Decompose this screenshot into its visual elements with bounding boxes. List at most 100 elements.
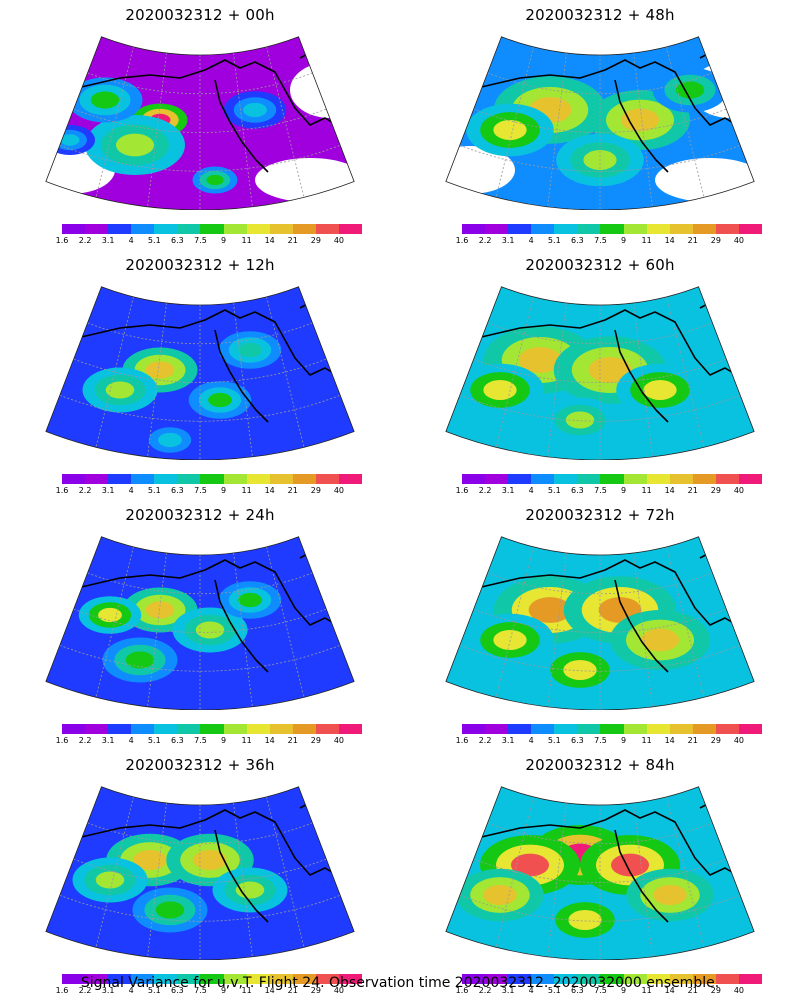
colorbar-label: 7.5 <box>594 486 607 495</box>
panel-title: 2020032312 + 36h <box>125 756 275 774</box>
colorbar-label: 3.1 <box>501 736 515 745</box>
colorbar-label: 29 <box>710 986 721 995</box>
colorbar-labels: 1.6 2.2 3.1 4 5.1 6.3 7.5 9 11 14 21 29 40 <box>56 486 362 496</box>
colorbar-label: 14 <box>264 236 275 245</box>
colorbar-swatch <box>646 474 670 484</box>
longitude-gridline <box>147 52 167 207</box>
colorbar-swatch <box>85 724 109 734</box>
colorbar-label: 4 <box>128 236 134 245</box>
colorbar-swatch <box>600 724 624 734</box>
colorbar-label: 21 <box>287 736 298 745</box>
colorbar-label: 40 <box>333 736 345 745</box>
colorbar-swatch <box>485 474 509 484</box>
latitude-gridline <box>87 572 313 595</box>
colorbar-swatch <box>600 974 624 984</box>
colorbar <box>62 474 363 484</box>
colorbar-label: 4 <box>528 236 534 245</box>
variance-contour <box>105 381 135 399</box>
colorbar-label: 5.1 <box>547 986 561 995</box>
colorbar <box>62 974 363 984</box>
latitude-gridline <box>459 644 741 672</box>
colorbar-swatch <box>131 224 155 234</box>
longitude-gridline <box>266 296 305 448</box>
longitude-gridline <box>666 296 705 448</box>
colorbar-swatch <box>292 974 316 984</box>
longitude-gridline <box>633 552 653 707</box>
longitude-gridline <box>633 52 653 207</box>
colorbar-label: 7.5 <box>594 986 607 995</box>
coastline <box>45 297 355 423</box>
panel-title: 2020032312 + 12h <box>125 256 275 274</box>
colorbar-swatch <box>738 724 763 734</box>
colorbar-swatch <box>315 724 339 734</box>
colorbar-label: 9 <box>620 736 627 745</box>
colorbar-label: 5.1 <box>147 986 161 995</box>
variance-map <box>445 536 755 710</box>
colorbar-swatch <box>669 974 693 984</box>
colorbar-label: 6.3 <box>171 736 184 745</box>
colorbar-swatch <box>223 474 247 484</box>
longitude-gridline <box>95 546 134 698</box>
colorbar-label: 9 <box>220 236 227 245</box>
colorbar-label: 4 <box>128 986 134 995</box>
colorbar-label: 9 <box>620 236 627 245</box>
colorbar-label: 29 <box>710 736 721 745</box>
variance-map <box>45 286 355 460</box>
latitude-gridline <box>59 144 341 172</box>
coastline <box>445 47 755 173</box>
colorbar-labels: 1.6 2.2 3.1 4 5.1 6.3 7.5 9 11 14 21 29 40 <box>56 736 362 746</box>
coastline <box>45 47 355 173</box>
variance-map <box>445 786 755 960</box>
colorbar-label: 21 <box>687 236 698 245</box>
variance-contour <box>565 411 595 429</box>
colorbar-swatch <box>200 474 224 484</box>
colorbar-swatch <box>508 974 532 984</box>
variance-contour <box>611 853 649 877</box>
variance-contour <box>206 174 224 186</box>
variance-map <box>45 536 355 710</box>
colorbar-label: 2.2 <box>478 236 492 245</box>
colorbar-swatch <box>246 474 270 484</box>
longitude-gridline <box>95 296 134 448</box>
longitude-gridline <box>95 796 134 948</box>
variance-map <box>45 36 355 210</box>
colorbar-swatch <box>508 474 532 484</box>
colorbar-swatch <box>462 724 486 734</box>
colorbar-swatch <box>62 974 86 984</box>
colorbar-label: 1.6 <box>55 236 69 245</box>
colorbar-swatch <box>600 224 624 234</box>
colorbar-swatch <box>531 224 555 234</box>
colorbar-label: 29 <box>310 986 321 995</box>
figure-caption: Signal Variance for u,v,T. Flight 24. Ob… <box>80 975 720 991</box>
colorbar <box>62 224 363 234</box>
colorbar-swatch <box>692 724 716 734</box>
colorbar-swatch <box>623 974 647 984</box>
map-outline <box>45 36 355 210</box>
variance-contour <box>95 871 125 889</box>
colorbar-label: 1.6 <box>455 736 469 745</box>
variance-contour <box>98 607 122 623</box>
colorbar <box>462 474 763 484</box>
latitude-gridline <box>459 894 741 922</box>
colorbar-swatch <box>154 724 178 734</box>
colorbar-labels: 1.6 2.2 3.1 4 5.1 6.3 7.5 9 11 14 21 29 40 <box>56 236 362 246</box>
colorbar-swatch <box>554 474 578 484</box>
colorbar-swatch <box>269 224 293 234</box>
map-panel: 2020032312 + 48h 1.6 2.2 3.1 4 5.1 6.3 7.5 9 11 14… <box>400 0 800 250</box>
longitude-gridline <box>495 796 534 948</box>
colorbar-swatch <box>292 224 316 234</box>
longitude-gridline <box>266 796 305 948</box>
colorbar-label: 6.3 <box>171 236 184 245</box>
colorbar <box>462 974 763 984</box>
variance-contour <box>641 628 679 652</box>
longitude-gridline <box>266 46 305 198</box>
map-panel: 2020032312 + 24h 1.6 2.2 3.1 4 5.1 6.3 7.5 9 11 14… <box>0 500 400 750</box>
variance-contour <box>145 361 175 379</box>
colorbar-label: 4 <box>128 486 134 495</box>
colorbar-label: 21 <box>287 236 298 245</box>
colorbar-swatch <box>108 724 132 734</box>
colorbar-label: 4 <box>528 986 534 995</box>
colorbar-swatch <box>85 974 109 984</box>
latitude-gridline <box>59 394 341 422</box>
colorbar-label: 1.6 <box>55 736 69 745</box>
